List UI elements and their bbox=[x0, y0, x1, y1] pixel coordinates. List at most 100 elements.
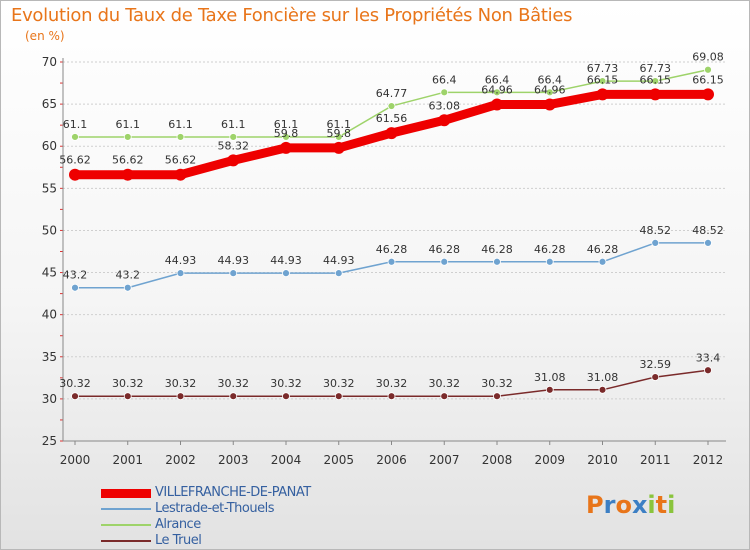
data-label: 69.08 bbox=[692, 51, 724, 64]
data-label: 66.15 bbox=[640, 73, 672, 86]
data-label: 30.32 bbox=[429, 377, 461, 390]
data-label: 64.77 bbox=[376, 87, 408, 100]
data-point bbox=[280, 141, 292, 154]
y-tick-label: 60 bbox=[42, 139, 57, 153]
data-label: 44.93 bbox=[270, 254, 302, 267]
axis-layer: 25 30 35 40 45 50 55 60 65 70 2000 2001 2002 2003 2004… bbox=[42, 55, 726, 467]
data-point bbox=[596, 88, 609, 101]
grid-layer bbox=[63, 61, 726, 400]
data-point bbox=[545, 385, 554, 394]
data-label: 61.1 bbox=[168, 118, 193, 131]
data-label: 30.32 bbox=[218, 377, 250, 390]
data-label: 44.93 bbox=[323, 254, 355, 267]
data-label: 61.1 bbox=[327, 118, 352, 131]
x-tick-label: 2011 bbox=[640, 453, 671, 467]
data-label: 43.2 bbox=[63, 269, 88, 282]
y-tick-label: 25 bbox=[42, 434, 57, 448]
data-label: 30.32 bbox=[270, 377, 302, 390]
data-label: 56.62 bbox=[59, 154, 91, 167]
data-point bbox=[123, 392, 132, 401]
data-label: 44.93 bbox=[165, 254, 197, 267]
data-label: 48.52 bbox=[640, 224, 672, 237]
data-label: 64.96 bbox=[481, 83, 513, 96]
data-point bbox=[440, 257, 449, 266]
data-point bbox=[174, 168, 187, 181]
logo-letter: r bbox=[603, 491, 616, 519]
data-point bbox=[385, 127, 398, 140]
data-label: 44.93 bbox=[218, 254, 250, 267]
data-point bbox=[702, 88, 714, 101]
data-label: 56.62 bbox=[165, 154, 197, 167]
data-point bbox=[332, 141, 345, 154]
data-label: 59.8 bbox=[274, 127, 299, 140]
series-layer bbox=[69, 65, 714, 401]
logo-letter: o bbox=[615, 491, 632, 519]
logo-letter: x bbox=[631, 491, 648, 519]
legend-label: VILLEFRANCHE-DE-PANAT bbox=[155, 485, 311, 500]
data-point bbox=[651, 373, 660, 381]
data-point bbox=[387, 102, 396, 110]
x-tick-label: 2001 bbox=[112, 453, 143, 467]
data-label: 66.4 bbox=[432, 73, 457, 86]
data-point bbox=[493, 257, 501, 266]
legend-swatch bbox=[101, 508, 151, 510]
data-point bbox=[282, 133, 290, 141]
data-point bbox=[493, 392, 501, 401]
data-point bbox=[440, 392, 449, 401]
data-point bbox=[229, 133, 238, 141]
data-point bbox=[704, 239, 712, 247]
data-point bbox=[440, 88, 449, 97]
legend-label: Alrance bbox=[155, 517, 201, 532]
data-label: 61.1 bbox=[63, 118, 88, 131]
data-point bbox=[334, 392, 343, 401]
x-tick-label: 2004 bbox=[271, 453, 302, 467]
legend-label: Le Truel bbox=[155, 533, 202, 548]
data-point bbox=[71, 133, 79, 141]
data-point bbox=[387, 392, 396, 401]
data-point bbox=[121, 168, 134, 181]
data-point bbox=[69, 168, 81, 181]
data-label: 31.08 bbox=[534, 371, 566, 384]
data-label: 61.56 bbox=[376, 112, 408, 125]
data-label: 31.08 bbox=[587, 371, 619, 384]
data-point bbox=[598, 385, 607, 394]
y-tick-label: 70 bbox=[42, 55, 57, 69]
data-label: 58.32 bbox=[218, 139, 250, 152]
data-point bbox=[123, 133, 132, 141]
data-point bbox=[334, 269, 343, 278]
data-point bbox=[438, 114, 451, 127]
data-label: 66.15 bbox=[587, 73, 619, 86]
x-tick-label: 2008 bbox=[482, 453, 513, 467]
data-label: 30.32 bbox=[376, 377, 408, 390]
data-point bbox=[282, 392, 290, 401]
data-point bbox=[229, 392, 238, 401]
data-label: 63.08 bbox=[429, 99, 461, 112]
x-tick-label: 2002 bbox=[165, 453, 196, 467]
data-point bbox=[598, 257, 607, 266]
data-point bbox=[334, 133, 343, 141]
y-tick-label: 55 bbox=[42, 181, 57, 195]
y-tick-label: 65 bbox=[42, 97, 57, 111]
data-label: 66.15 bbox=[692, 73, 724, 86]
data-point bbox=[176, 392, 185, 401]
data-label: 33.4 bbox=[696, 351, 721, 364]
data-label: 30.32 bbox=[323, 377, 355, 390]
y-tick-label: 45 bbox=[42, 266, 57, 280]
x-tick-label: 2003 bbox=[218, 453, 249, 467]
logo-letter: t bbox=[655, 491, 668, 519]
data-point bbox=[598, 77, 607, 86]
y-tick-label: 35 bbox=[42, 350, 57, 364]
data-label: 67.73 bbox=[587, 62, 619, 75]
data-point bbox=[545, 88, 554, 97]
data-label: 30.32 bbox=[481, 377, 513, 390]
data-point bbox=[543, 98, 556, 111]
data-label: 30.32 bbox=[59, 377, 91, 390]
x-tick-label: 2012 bbox=[693, 453, 724, 467]
data-point bbox=[123, 283, 132, 292]
data-point bbox=[649, 88, 662, 101]
data-label: 66.4 bbox=[485, 73, 510, 86]
x-tick-label: 2007 bbox=[429, 453, 460, 467]
legend-swatch bbox=[101, 540, 151, 542]
